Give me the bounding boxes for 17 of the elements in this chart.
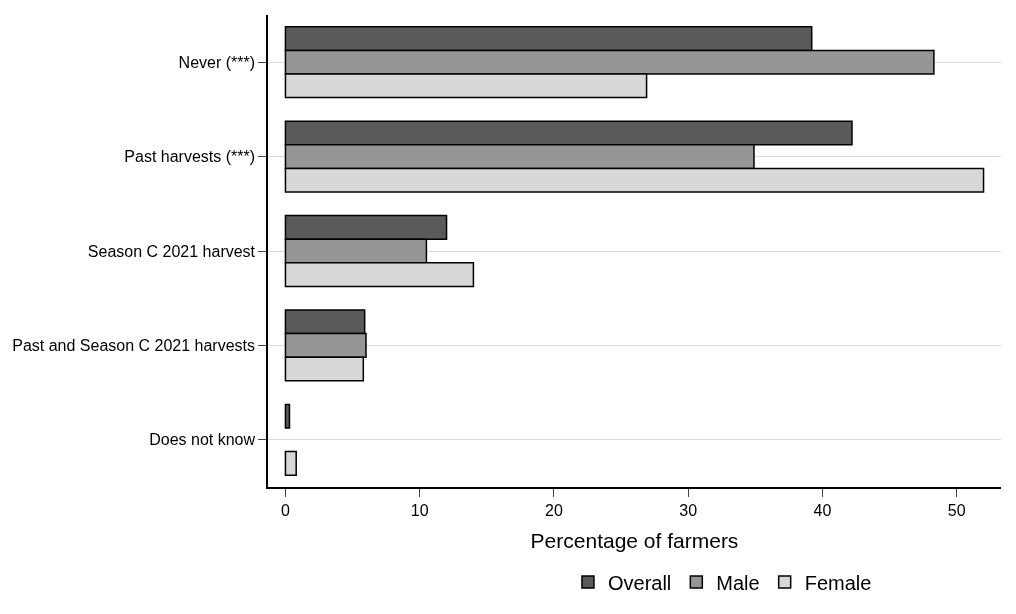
- x-tick-label: 30: [679, 501, 698, 519]
- y-tick-label: Never (***): [178, 53, 256, 71]
- y-tick-label: Past and Season C 2021 harvests: [12, 337, 256, 354]
- legend-label: Female: [804, 571, 872, 594]
- x-tick-label: 10: [410, 501, 429, 519]
- bar: [284, 403, 291, 429]
- bar: [284, 450, 297, 476]
- x-tick-label: 20: [545, 501, 563, 519]
- x-tick-label: 0: [281, 501, 290, 519]
- x-tick-label: 40: [813, 501, 832, 519]
- legend-label: Male: [716, 571, 760, 594]
- legend-label: Overall: [607, 571, 672, 594]
- x-tick-label: 50: [947, 501, 966, 519]
- x-axis-title: Percentage of farmers: [530, 528, 739, 552]
- y-tick-label: Past harvests (***): [124, 148, 256, 166]
- y-tick-label: Season C 2021 harvest: [87, 242, 256, 260]
- y-tick-label: Does not know: [149, 431, 256, 449]
